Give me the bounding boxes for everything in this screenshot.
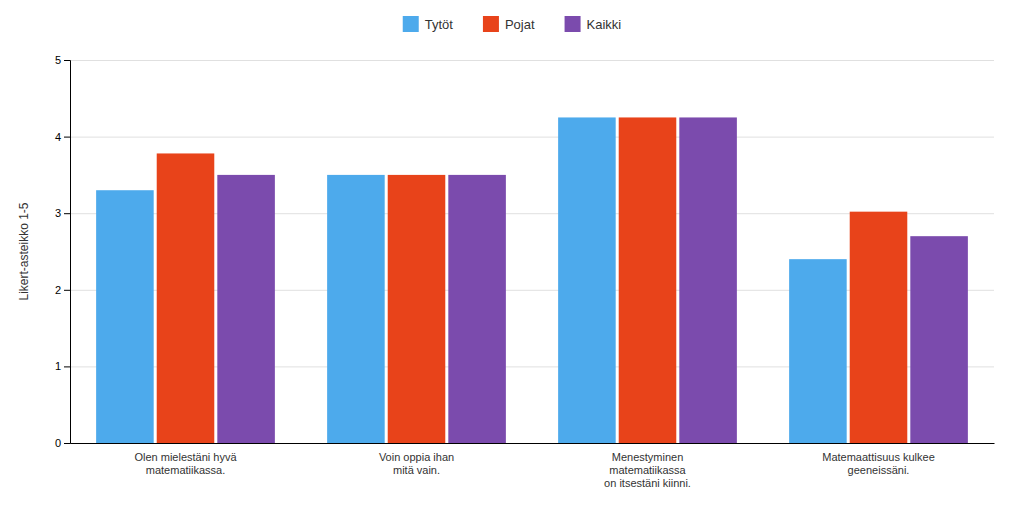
y-tick-label: 3: [55, 207, 61, 219]
plot-area: 012345Olen mielestäni hyvämatematiikassa…: [55, 54, 995, 489]
x-tick: Matemaattisuus kulkeegeeneissäni.: [822, 451, 935, 476]
grid-line: [70, 137, 994, 138]
y-tick-mark: [64, 213, 70, 214]
x-tick-label-line: matematiikassa.: [146, 464, 225, 476]
x-tick-label-line: mitä vain.: [393, 464, 440, 476]
bar: [850, 212, 908, 443]
chart-container: 012345Olen mielestäni hyvämatematiikassa…: [0, 0, 1024, 523]
y-tick: 2: [55, 284, 70, 296]
legend-label: Tytöt: [425, 17, 454, 32]
bar: [679, 117, 737, 443]
bar: [96, 190, 154, 443]
legend-swatch: [565, 16, 581, 32]
bar: [619, 117, 677, 443]
bar: [789, 259, 847, 443]
x-tick: Menestyminenmatematiikassaon itsestäni k…: [604, 451, 691, 489]
x-axis: Olen mielestäni hyvämatematiikassa. Voin …: [71, 444, 995, 490]
chart-svg: 012345Olen mielestäni hyvämatematiikassa…: [0, 0, 1024, 523]
x-tick: Olen mielestäni hyvämatematiikassa.: [134, 451, 237, 476]
x-tick-label: Olen mielestäni hyvämatematiikassa.: [134, 451, 237, 476]
x-tick-label: Matemaattisuus kulkeegeeneissäni.: [822, 451, 935, 476]
y-tick-label: 4: [55, 131, 61, 143]
legend-label: Pojat: [505, 17, 535, 32]
legend-label: Kaikki: [587, 17, 622, 32]
bar: [388, 175, 446, 443]
bar-series: [96, 117, 847, 443]
grid-tick: [70, 443, 994, 444]
bar-series: [157, 117, 908, 443]
legend-item: Pojat: [483, 16, 535, 32]
x-tick-label-line: geeneissäni.: [848, 464, 910, 476]
y-tick-label: 0: [55, 437, 61, 449]
y-tick-label: 5: [55, 54, 61, 66]
legend-item: Kaikki: [565, 16, 622, 32]
legend: Tytöt Pojat Kaikki: [403, 16, 622, 32]
grid-tick: [70, 60, 994, 61]
bar: [327, 175, 385, 443]
x-tick-label-line: Matemaattisuus kulkee: [822, 451, 935, 463]
grid: [70, 61, 994, 444]
x-tick-label-line: matematiikassa: [609, 464, 686, 476]
bar: [448, 175, 506, 443]
x-tick: Voin oppia ihanmitä vain.: [379, 451, 454, 476]
legend-swatch: [483, 16, 499, 32]
y-tick-mark: [64, 366, 70, 367]
y-axis: 0 1 2 3 4 5: [55, 54, 71, 449]
x-tick-label-line: on itsestäni kiinni.: [604, 477, 691, 489]
y-tick: 4: [55, 131, 70, 143]
x-tick-label: Menestyminenmatematiikassaon itsestäni k…: [604, 451, 691, 489]
y-tick: 3: [55, 207, 70, 219]
bar: [217, 175, 275, 443]
legend-item: Tytöt: [403, 16, 454, 32]
y-tick-mark: [64, 137, 70, 138]
x-axis-line: [71, 443, 995, 444]
y-tick-mark: [64, 60, 70, 61]
y-axis-title: Likert-asteikko 1-5: [17, 202, 31, 300]
x-tick-label-line: Menestyminen: [612, 451, 684, 463]
x-tick-label-line: Olen mielestäni hyvä: [134, 451, 237, 463]
y-tick: 0: [55, 437, 70, 449]
y-axis-line: [64, 61, 71, 444]
y-tick-mark: [64, 290, 70, 291]
grid-line: [70, 60, 994, 61]
bar: [558, 117, 616, 443]
grid-line: [70, 443, 994, 444]
grid-tick: [70, 137, 994, 138]
y-tick-mark: [64, 443, 70, 444]
y-tick-label: 2: [55, 284, 61, 296]
y-tick: 1: [55, 360, 70, 372]
bar-series: [217, 117, 968, 443]
bar: [157, 153, 215, 443]
bars: [96, 117, 968, 443]
y-tick-label: 1: [55, 360, 61, 372]
legend-swatch: [403, 16, 419, 32]
y-tick: 5: [55, 54, 70, 66]
x-tick-label: Voin oppia ihanmitä vain.: [379, 451, 454, 476]
x-tick-label-line: Voin oppia ihan: [379, 451, 454, 463]
bar: [910, 236, 968, 443]
